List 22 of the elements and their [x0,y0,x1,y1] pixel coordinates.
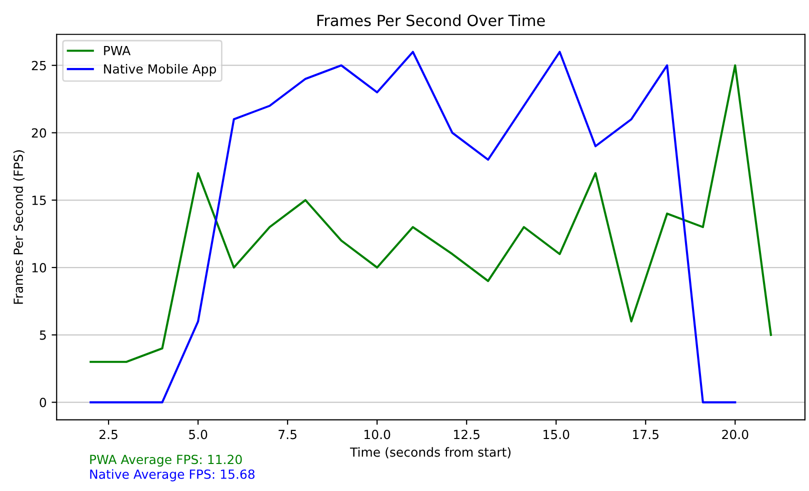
x-axis-title: Time (seconds from start) [350,447,510,458]
y-axis-title: Frames Per Second (FPS) [13,150,24,304]
text: PWA Average FPS: 11.20 [90,454,242,467]
x-tick-label: 7.5 [278,430,296,440]
chart-title: Frames Per Second Over Time [317,14,545,26]
text: Native Average FPS: 15.68 [90,469,255,482]
legend-label: PWA [104,46,131,56]
y-tick-label: 20 [32,128,46,138]
legend-label: Native Mobile App [104,64,216,76]
y-tick-label: 15 [32,196,46,206]
line-series [90,64,772,363]
y-tick-label: 10 [32,262,46,272]
y-tick-label: 0 [40,398,46,408]
x-tick-label: 12.5 [454,430,480,440]
y-tick-label: 25 [32,60,46,70]
x-tick-label: 10.0 [364,430,390,440]
x-tick-label: 5.0 [189,430,208,440]
x-tick-label: 17.5 [633,430,658,440]
y-tick-label: 5 [40,330,46,340]
x-tick-label: 20.0 [722,430,748,440]
x-tick-label: 2.5 [100,430,118,440]
x-tick-label: 15.0 [544,430,570,440]
